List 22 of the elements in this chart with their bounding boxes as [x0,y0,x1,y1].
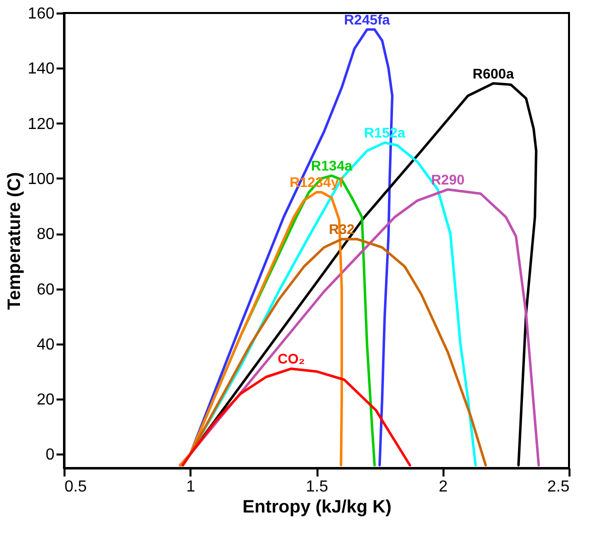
y-tick-label: 0 [46,446,55,464]
y-tick-label: 160 [28,6,55,22]
x-tick-label: 2.5 [547,478,570,496]
y-tick-label: 60 [36,281,55,298]
x-tick-label: 1.5 [306,478,328,496]
series-label: R290 [431,171,465,188]
x-tick-label: 2 [438,478,448,496]
y-tick-label: 40 [36,336,55,354]
series-label: R245fa [344,12,390,28]
series-label: R134a [311,158,352,174]
y-tick-label: 140 [28,60,55,78]
series-label: CO₂ [278,350,305,367]
y-tick-label: 100 [28,170,55,188]
y-tick-label: 20 [36,392,55,409]
x-tick-label: 0.5 [64,478,87,496]
y-tick-label: 120 [28,116,55,133]
x-tick-label: 1 [186,478,196,496]
x-axis-title: Entropy (kJ/kg K) [242,496,392,516]
y-tick-label: 80 [36,226,55,244]
line-series [181,367,412,466]
y-axis-title: Temperature (C) [4,172,24,310]
series-label: R600a [472,65,514,82]
